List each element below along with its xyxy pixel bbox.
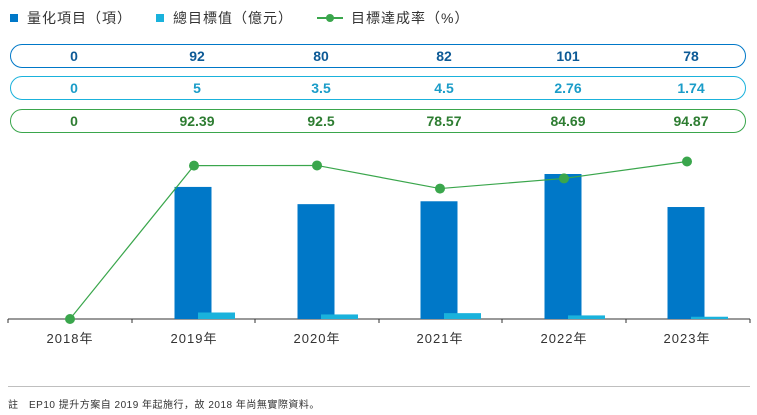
point-achievement-rate xyxy=(682,156,692,167)
table-row-quantified-items: 0 92 80 82 101 78 xyxy=(10,44,746,68)
point-achievement-rate xyxy=(559,173,569,184)
bar-total-target xyxy=(691,316,728,319)
table-cell: 0 xyxy=(70,80,78,96)
table-cell: 78 xyxy=(683,48,699,64)
point-achievement-rate xyxy=(65,314,75,324)
legend-item-total-target: 總目標值（億元） xyxy=(156,8,293,28)
point-achievement-rate xyxy=(189,160,199,171)
table-cell: 84.69 xyxy=(550,113,586,129)
bar-total-target xyxy=(198,312,235,319)
table-cell: 0 xyxy=(70,113,78,129)
table-cell: 94.87 xyxy=(673,113,709,129)
table-cell: 92.39 xyxy=(179,113,215,129)
x-tick-label: 2021年 xyxy=(417,331,464,346)
table-cell: 2.76 xyxy=(554,80,582,96)
bar-quantified-items xyxy=(420,201,458,319)
footnote-divider xyxy=(8,386,750,387)
x-tick-label: 2020年 xyxy=(294,331,341,346)
table-cell: 78.57 xyxy=(426,113,462,129)
chart-legend: 量化項目（項） 總目標值（億元） 目標達成率（%） xyxy=(10,8,493,28)
legend-label: 總目標值（億元） xyxy=(173,10,293,26)
table-cell: 5 xyxy=(193,80,201,96)
bar-quantified-items xyxy=(667,207,705,319)
legend-label: 目標達成率（%） xyxy=(351,10,470,26)
line-achievement-rate xyxy=(69,160,688,320)
table-cell: 82 xyxy=(436,48,452,64)
table-cell: 101 xyxy=(556,48,580,64)
table-cell: 1.74 xyxy=(677,80,705,96)
x-tick-label: 2018年 xyxy=(47,331,94,346)
table-cell: 80 xyxy=(313,48,329,64)
bar-quantified-items xyxy=(174,186,212,319)
bar-total-target xyxy=(568,315,605,319)
x-tick-label: 2023年 xyxy=(664,331,711,346)
table-cell: 3.5 xyxy=(311,80,331,96)
x-tick-label: 2019年 xyxy=(171,331,218,346)
x-tick-label: 2022年 xyxy=(541,331,588,346)
legend-swatch-dark-blue xyxy=(10,14,18,22)
footnote: 註 EP10 提升方案自 2019 年起施行，故 2018 年尚無實際資料。 xyxy=(8,400,320,411)
legend-item-achievement-rate: 目標達成率（%） xyxy=(317,8,469,28)
legend-item-quantified-items: 量化項目（項） xyxy=(10,8,132,28)
table-cell: 92 xyxy=(189,48,205,64)
table-row-total-target: 0 5 3.5 4.5 2.76 1.74 xyxy=(10,76,746,100)
legend-label: 量化項目（項） xyxy=(27,10,132,26)
bar-quantified-items xyxy=(544,174,582,319)
point-achievement-rate xyxy=(435,183,445,194)
table-cell: 92.5 xyxy=(307,113,335,129)
bar-total-target xyxy=(321,314,358,319)
table-cell: 0 xyxy=(70,48,78,64)
table-cell: 4.5 xyxy=(434,80,454,96)
bar-total-target xyxy=(444,313,481,319)
legend-line-marker-icon xyxy=(317,13,343,23)
legend-swatch-light-blue xyxy=(156,14,164,22)
point-achievement-rate xyxy=(312,160,322,171)
bar-quantified-items xyxy=(297,204,335,319)
table-row-achievement-rate: 0 92.39 92.5 78.57 84.69 94.87 xyxy=(10,109,746,133)
